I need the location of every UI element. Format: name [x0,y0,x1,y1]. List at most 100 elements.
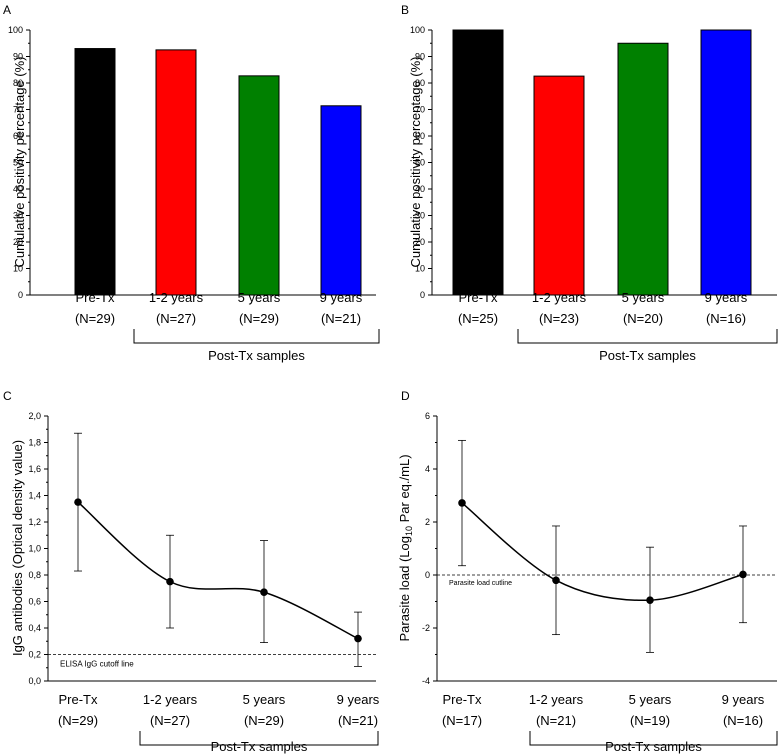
panel-d-y-tick-label: -4 [422,676,430,686]
panel-a-y-tick-label: 90 [13,52,23,62]
panel-d-x-n-label: (N=17) [442,713,482,728]
panel-c-y-axis-label: IgG antibodies (Optical density value) [10,440,25,656]
panel-c-y-tick-label: 1,4 [28,491,41,501]
panel-d-data-point [552,576,560,585]
panel-a-x-tick-label: Pre-Tx [76,290,116,305]
panel-a-bar [238,75,280,296]
panel-d-y-tick-label: 6 [425,411,430,421]
panel-c-data-point [74,498,82,506]
panel-c-x-n-label: (N=21) [338,713,378,728]
panel-a-x-n-label: (N=27) [156,311,196,326]
panel-b-y-tick-label: 50 [415,158,425,168]
panel-b-y-ticks: 0 10 20 30 40 50 60 70 80 90 100 [410,25,432,300]
panel-d-y-label-subscript: 10 [404,526,414,536]
panel-a-x-labels: Pre-Tx (N=29) 1-2 years (N=27) 5 years (N=29)… [75,290,363,326]
panel-c-points [74,432,362,667]
panel-d-y-tick-label: 0 [425,570,430,580]
panel-a-bars [74,48,362,296]
panel-a-letter: A [3,3,11,17]
panel-b-letter: B [401,3,409,17]
panel-b-x-labels: Pre-Tx (N=25) 1-2 years (N=23) 5 years (N=20)… [458,290,748,326]
panel-a-y-tick-label: 30 [13,211,23,221]
panel-d-x-tick-label: Pre-Tx [443,692,483,707]
panel-c-group-bracket [139,731,379,746]
panel-b-x-n-label: (N=16) [706,311,746,326]
panel-b-y-tick-label: 60 [415,131,425,141]
panel-b-bar [700,29,752,296]
panel-b: B Cumulative positivity percentage (%) 0… [401,3,778,363]
panel-c-cutoff-label: ELISA IgG cutoff line [60,660,134,669]
panel-b-y-tick-label: 10 [415,264,425,274]
panel-c-group-label: Post-Tx samples [211,739,308,754]
panel-a-y-tick-label: 50 [13,158,23,168]
panel-d-data-point [646,596,654,604]
panel-b-x-tick-label: 5 years [622,290,665,305]
panel-d-y-label-main: Parasite load (Log [397,536,412,642]
panel-a-x-tick-label: 9 years [320,290,363,305]
panel-c-y-ticks: 0,0 0,2 0,4 0,6 0,8 1,0 1,2 1,4 1,6 1,8 2,0 [28,411,48,686]
panel-b-y-tick-label: 40 [415,184,425,194]
panel-c-y-tick-label: 2,0 [28,411,41,421]
panel-d-y-tick-label: -2 [422,623,430,633]
panel-b-group-label: Post-Tx samples [599,348,696,363]
panel-a-y-tick-label: 40 [13,184,23,194]
panel-c-data-point [260,588,268,597]
panel-a-group-label: Post-Tx samples [208,348,305,363]
panel-b-y-tick-label: 20 [415,237,425,247]
panel-b-y-tick-label: 80 [415,78,425,88]
panel-d-x-n-label: (N=16) [723,713,763,728]
panel-d-x-n-label: (N=21) [536,713,576,728]
panel-d-mean-curve [461,502,744,602]
panel-c-y-tick-label: 1,0 [28,544,41,554]
panel-b-bar [533,75,585,296]
panel-a-y-axis-label: Cumulative positivity percentage (%) [12,57,27,268]
panel-b-x-tick-label: 1-2 years [532,290,587,305]
panel-d-x-n-label: (N=19) [630,713,670,728]
panel-b-bar [452,29,504,296]
panel-d-x-tick-label: 1-2 years [529,692,584,707]
panel-c-letter: C [3,389,12,403]
panel-b-x-n-label: (N=20) [623,311,663,326]
panel-a-x-n-label: (N=21) [321,311,361,326]
panel-d-x-tick-label: 9 years [722,692,765,707]
panel-b-group-bracket [517,329,778,344]
panel-a-y-tick-label: 100 [8,25,23,35]
panel-c-y-tick-label: 0,6 [28,597,41,607]
panel-b-x-n-label: (N=23) [539,311,579,326]
panel-a-y-tick-label: 60 [13,131,23,141]
panel-d-y-label-unit: Par eq./mL) [397,454,412,526]
panel-d-x-labels: Pre-Tx (N=17) 1-2 years (N=21) 5 years (N=19)… [442,692,765,728]
panel-d-y-tick-label: 4 [425,464,430,474]
panel-d-y-tick-label: 2 [425,517,430,527]
panel-c: C IgG antibodies (Optical density value)… [3,389,380,754]
panel-a: A Cumulative positivity percentage (%) 0… [3,3,380,363]
panel-a-y-tick-label: 20 [13,237,23,247]
panel-d-points [458,439,747,653]
panel-d-data-point [458,499,466,507]
panel-b-bar [617,42,669,296]
panel-b-y-tick-label: 100 [410,25,425,35]
panel-a-y-tick-label: 0 [18,290,23,300]
panel-c-data-point [354,634,362,643]
panel-c-y-tick-label: 0,4 [28,623,41,633]
panel-a-y-tick-label: 10 [13,264,23,274]
panel-d-y-axis-label: Parasite load (Log10 Par eq./mL) [397,454,414,641]
panel-c-y-tick-label: 1,6 [28,464,41,474]
panel-c-x-tick-label: 9 years [337,692,380,707]
panel-a-x-tick-label: 1-2 years [149,290,204,305]
panel-b-y-tick-label: 70 [415,105,425,115]
panel-b-y-tick-label: 0 [420,290,425,300]
panel-a-y-tick-label: 70 [13,105,23,115]
panel-c-y-tick-label: 0,0 [28,676,41,686]
panel-c-x-labels: Pre-Tx (N=29) 1-2 years (N=27) 5 years (N=29)… [58,692,380,728]
panel-c-data-point [166,577,174,586]
panel-b-y-tick-label: 30 [415,211,425,221]
panel-a-x-n-label: (N=29) [75,311,115,326]
panel-c-x-n-label: (N=29) [244,713,284,728]
panel-c-x-tick-label: Pre-Tx [59,692,99,707]
panel-a-bar [320,105,362,296]
panel-d: D Parasite load (Log10 Par eq./mL) -4 -2 0… [397,389,778,754]
panel-c-x-n-label: (N=27) [150,713,190,728]
panel-b-bars [452,29,752,296]
